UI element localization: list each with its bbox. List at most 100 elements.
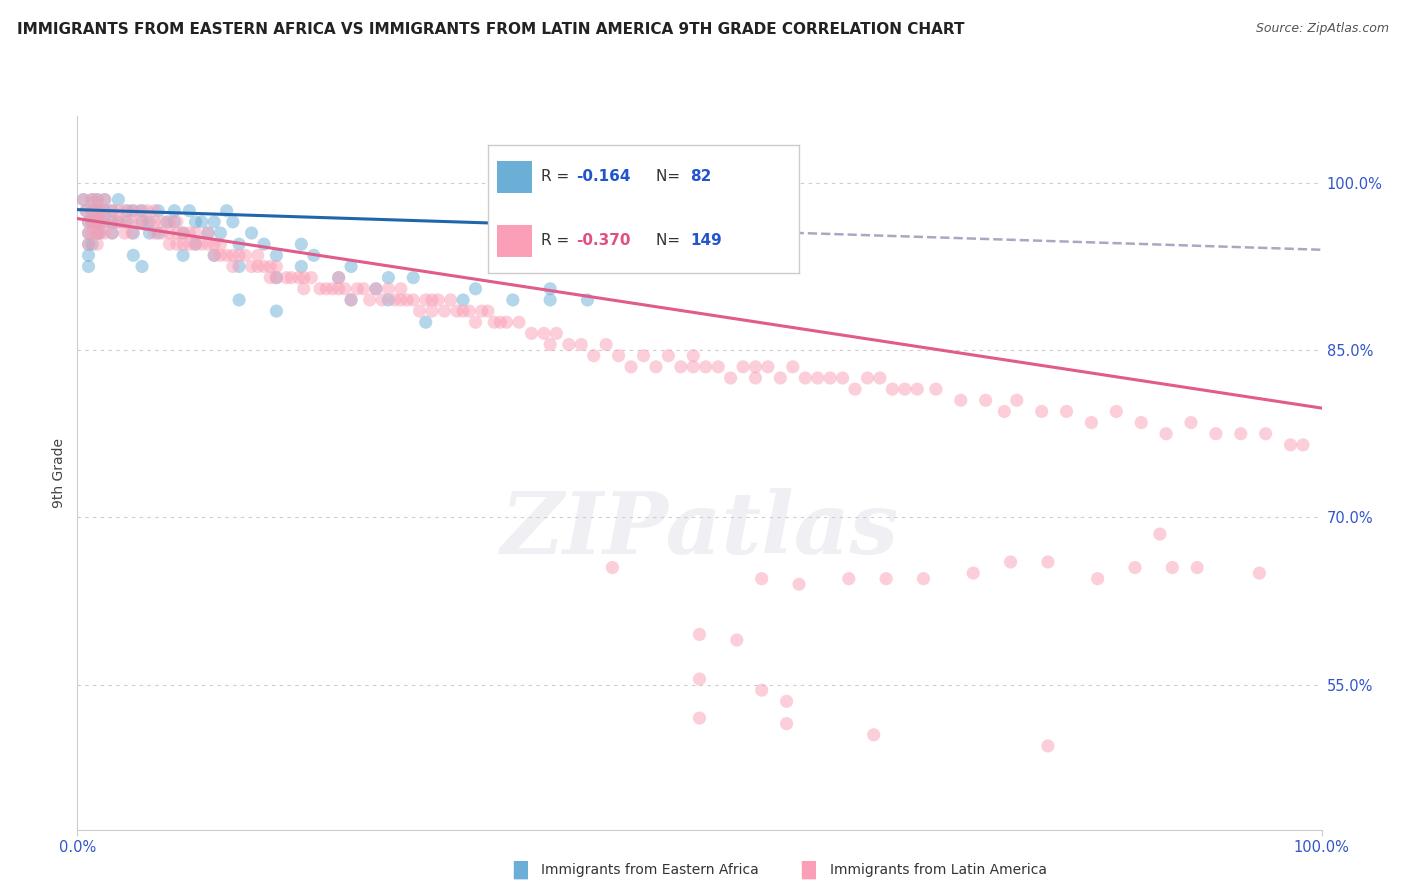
Point — [1180, 416, 1202, 430]
Point — [458, 304, 481, 318]
Point — [912, 572, 935, 586]
Text: Immigrants from Latin America: Immigrants from Latin America — [830, 863, 1046, 877]
Point — [131, 215, 153, 229]
Point — [89, 203, 111, 218]
Point — [82, 203, 104, 218]
Point — [86, 226, 108, 240]
Point — [689, 711, 711, 725]
Point — [138, 226, 160, 240]
Point — [787, 577, 810, 591]
Point — [163, 203, 186, 218]
Point — [420, 293, 443, 307]
Point — [77, 248, 100, 262]
Point — [1036, 555, 1059, 569]
Point — [489, 315, 512, 329]
Point — [340, 260, 363, 274]
Point — [974, 393, 997, 408]
Point — [86, 226, 108, 240]
Point — [89, 226, 111, 240]
Point — [89, 215, 111, 229]
Text: █: █ — [513, 861, 527, 879]
Point — [782, 359, 804, 374]
Point — [831, 371, 853, 385]
Point — [172, 226, 194, 240]
Point — [202, 248, 225, 262]
Point — [862, 728, 884, 742]
Point — [533, 326, 555, 341]
Point — [77, 215, 100, 229]
Point — [266, 270, 288, 285]
Point — [93, 203, 115, 218]
Point — [215, 248, 238, 262]
Point — [114, 215, 136, 229]
Point — [471, 304, 494, 318]
Point — [202, 248, 225, 262]
Point — [794, 371, 817, 385]
Point — [869, 371, 891, 385]
Point — [253, 260, 276, 274]
Point — [222, 215, 245, 229]
Point — [807, 371, 830, 385]
Point — [751, 572, 773, 586]
Point — [86, 215, 108, 229]
Point — [894, 382, 917, 396]
Point — [197, 237, 219, 252]
Point — [136, 215, 159, 229]
Text: ZIPatlas: ZIPatlas — [501, 488, 898, 572]
Point — [115, 203, 138, 218]
Point — [340, 293, 363, 307]
Point — [451, 293, 474, 307]
Point — [228, 248, 250, 262]
Point — [695, 359, 717, 374]
Point — [482, 315, 505, 329]
Point — [163, 215, 186, 229]
Point — [179, 226, 201, 240]
Point — [266, 248, 288, 262]
Point — [156, 215, 179, 229]
Point — [136, 203, 159, 218]
Point — [1005, 393, 1028, 408]
Point — [1036, 739, 1059, 753]
Point — [77, 237, 100, 252]
Point — [157, 226, 180, 240]
Point — [328, 270, 350, 285]
Point — [215, 203, 238, 218]
Text: IMMIGRANTS FROM EASTERN AFRICA VS IMMIGRANTS FROM LATIN AMERICA 9TH GRADE CORREL: IMMIGRANTS FROM EASTERN AFRICA VS IMMIGR… — [17, 22, 965, 37]
Point — [184, 226, 207, 240]
Point — [202, 237, 225, 252]
Point — [949, 393, 972, 408]
Point — [408, 304, 430, 318]
Point — [166, 215, 188, 229]
Point — [1031, 404, 1053, 418]
Point — [769, 371, 792, 385]
Point — [576, 293, 599, 307]
Point — [191, 215, 214, 229]
Point — [420, 304, 443, 318]
Point — [1187, 560, 1209, 574]
Point — [246, 248, 269, 262]
Point — [101, 226, 124, 240]
Point — [682, 349, 704, 363]
Point — [328, 282, 350, 296]
Point — [1149, 527, 1171, 541]
Point — [86, 193, 108, 207]
Point — [1154, 426, 1177, 441]
Point — [259, 260, 281, 274]
Point — [82, 193, 104, 207]
Point — [240, 260, 263, 274]
Point — [209, 226, 232, 240]
Point — [93, 203, 115, 218]
Point — [101, 203, 124, 218]
Point — [82, 193, 104, 207]
Point — [838, 572, 860, 586]
Point — [82, 215, 104, 229]
Point — [1279, 438, 1302, 452]
Point — [82, 237, 104, 252]
Point — [143, 215, 166, 229]
Point — [86, 203, 108, 218]
Point — [875, 572, 897, 586]
Point — [333, 282, 356, 296]
Point — [107, 215, 129, 229]
Point — [645, 359, 668, 374]
Point — [546, 326, 568, 341]
